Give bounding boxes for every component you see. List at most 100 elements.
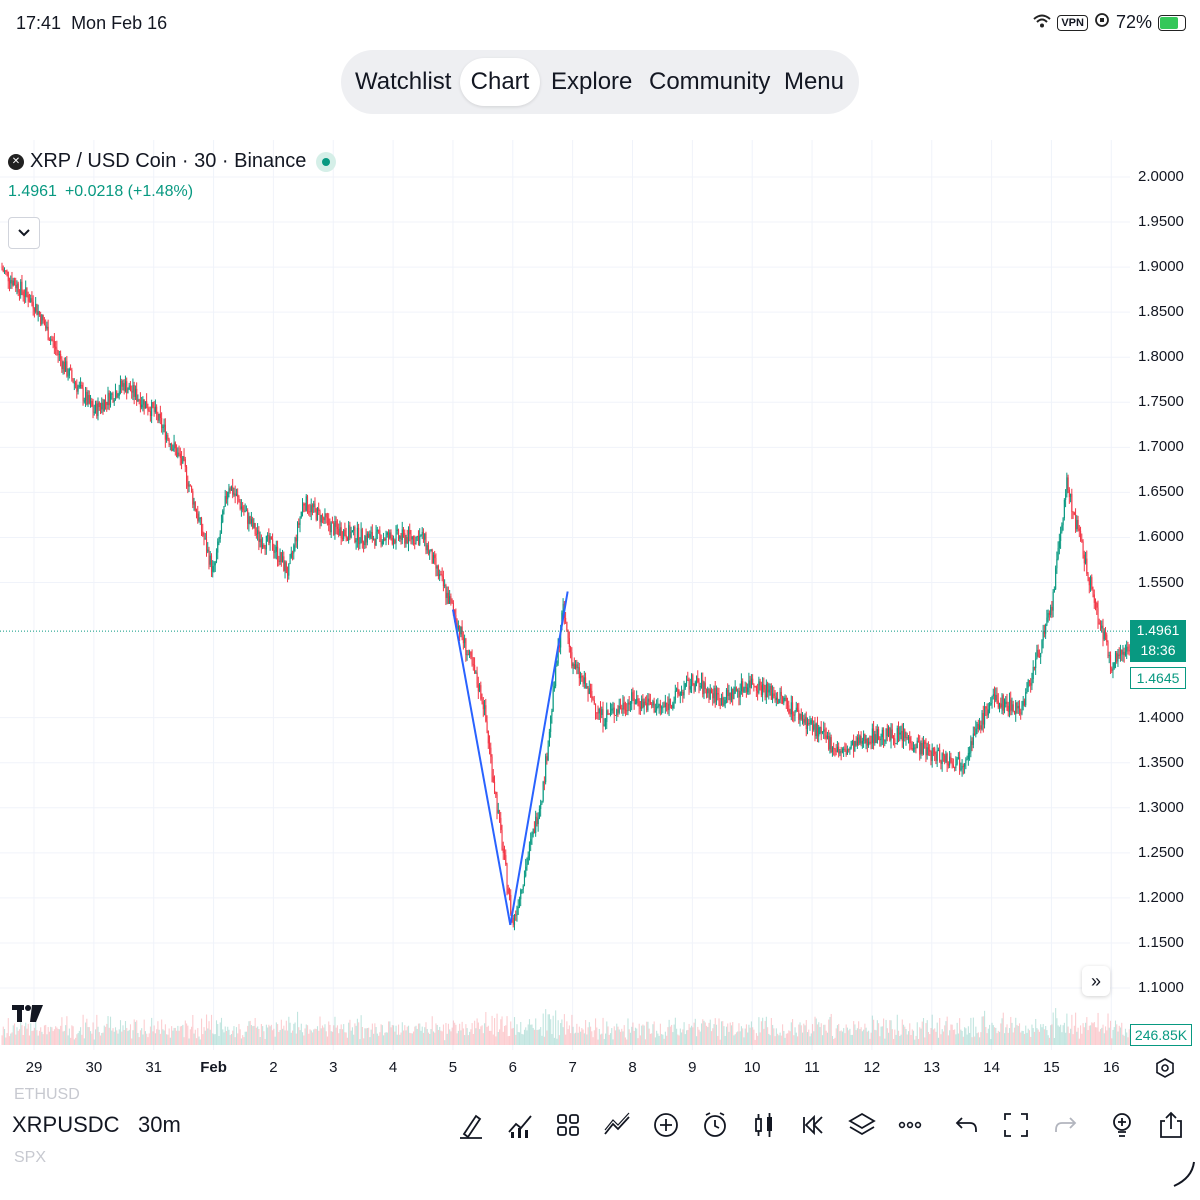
candle-body — [750, 678, 752, 688]
candle-body — [684, 683, 686, 688]
indicators-icon[interactable] — [503, 1108, 537, 1142]
candle-body — [50, 339, 52, 341]
volume-bar — [1031, 1024, 1033, 1045]
volume-bar — [116, 1030, 118, 1045]
volume-bar — [753, 1029, 755, 1045]
next-symbol[interactable]: SPX — [14, 1149, 47, 1166]
volume-bar — [595, 1018, 597, 1045]
candle-body — [801, 718, 804, 720]
volume-bar — [663, 1038, 665, 1045]
time-tick-label: 3 — [329, 1059, 338, 1076]
volume-bar — [1021, 1030, 1023, 1045]
volume-bar — [1075, 1012, 1077, 1045]
symbol-selector[interactable]: XRPUSDC — [12, 1112, 120, 1137]
volume-bar — [18, 1029, 21, 1045]
volume-bar — [738, 1023, 740, 1045]
candle-body — [866, 738, 868, 746]
battery-percent: 72% — [1115, 12, 1152, 32]
candle-body — [1073, 512, 1075, 515]
candle-body — [930, 751, 932, 761]
volume-bar — [936, 1022, 938, 1045]
share-icon[interactable] — [1154, 1108, 1188, 1142]
symbol-title[interactable]: XRP / USD Coin · 30 · Binance — [30, 150, 307, 172]
fullscreen-icon[interactable] — [999, 1108, 1033, 1142]
candle-body — [925, 744, 927, 756]
redo-icon[interactable] — [1048, 1108, 1082, 1142]
nav-watchlist[interactable]: Watchlist — [355, 68, 452, 95]
candle-body — [964, 763, 966, 767]
layers-icon[interactable] — [845, 1108, 879, 1142]
candle-body — [395, 530, 397, 544]
candle-body — [183, 456, 185, 460]
candle-body — [203, 535, 205, 539]
candle-type-icon[interactable] — [747, 1108, 781, 1142]
nav-chart[interactable]: Chart — [460, 58, 540, 106]
candle-body — [112, 393, 114, 402]
volume-bar — [874, 1029, 876, 1045]
volume-bar — [937, 1037, 940, 1045]
candle-body — [568, 638, 570, 647]
candle-body — [824, 729, 826, 736]
replay-icon[interactable] — [796, 1108, 830, 1142]
volume-bar — [282, 1028, 284, 1045]
volume-bar — [592, 1037, 594, 1045]
alert-icon[interactable] — [698, 1108, 732, 1142]
undo-icon[interactable] — [950, 1108, 984, 1142]
nav-explore[interactable]: Explore — [551, 68, 633, 95]
volume-bar — [373, 1033, 375, 1045]
time-tick-label: 16 — [1102, 1059, 1120, 1076]
volume-bar — [100, 1035, 102, 1045]
add-icon[interactable] — [649, 1108, 683, 1142]
candle-body — [343, 530, 345, 539]
price-tick-label: 1.2500 — [1138, 843, 1184, 861]
candle-body — [566, 621, 568, 631]
volume-bar — [999, 1031, 1001, 1045]
chart-settings-icon[interactable] — [1154, 1057, 1176, 1079]
nav-community[interactable]: Community — [649, 68, 771, 95]
volume-bar — [43, 1025, 45, 1045]
trend-tool-icon[interactable] — [600, 1108, 634, 1142]
volume-bar — [172, 1030, 174, 1045]
previous-symbol[interactable]: ETHUSD — [14, 1086, 80, 1103]
volume-bar — [97, 1026, 99, 1045]
candle-body — [856, 737, 858, 746]
volume-bar — [1020, 1032, 1022, 1045]
nav-menu[interactable]: Menu — [783, 68, 845, 95]
volume-bar — [128, 1029, 130, 1045]
volume-bar — [1028, 1030, 1031, 1045]
volume-bar — [825, 1030, 827, 1045]
candle-body — [528, 844, 531, 856]
candle-body — [845, 750, 847, 755]
timeframe-selector[interactable]: 30m — [138, 1112, 181, 1137]
volume-bar — [98, 1032, 100, 1045]
layouts-icon[interactable] — [551, 1108, 585, 1142]
scroll-to-realtime-button[interactable]: » — [1082, 966, 1110, 996]
candle-body — [398, 529, 400, 539]
volume-bar — [1106, 1030, 1108, 1045]
volume-bar — [201, 1018, 203, 1045]
volume-bar — [782, 1024, 784, 1045]
candle-body — [402, 529, 405, 534]
candle-body — [425, 533, 427, 551]
candle-body — [682, 691, 684, 696]
volume-bar — [800, 1025, 802, 1045]
candle-body — [737, 690, 739, 692]
candle-body — [1082, 541, 1084, 555]
ideas-icon[interactable] — [1105, 1108, 1139, 1142]
candle-body — [626, 710, 628, 712]
price-chart[interactable] — [0, 140, 1130, 1050]
candle-body — [1011, 704, 1013, 711]
volume-bar — [638, 1023, 640, 1045]
volume-bar — [560, 1023, 562, 1045]
volume-bar — [1086, 1017, 1088, 1045]
candle-body — [851, 741, 853, 745]
more-icon[interactable] — [893, 1108, 927, 1142]
drawing-pen-icon[interactable] — [454, 1108, 488, 1142]
candle-body — [543, 781, 545, 783]
volume-bar — [829, 1016, 831, 1045]
price-tick-label: 1.8500 — [1138, 303, 1184, 321]
collapse-legend-button[interactable] — [8, 217, 40, 249]
symbol-row[interactable]: ✕ XRP / USD Coin · 30 · Binance — [8, 150, 337, 173]
volume-bar — [501, 1016, 503, 1045]
candle-body — [1113, 662, 1115, 669]
